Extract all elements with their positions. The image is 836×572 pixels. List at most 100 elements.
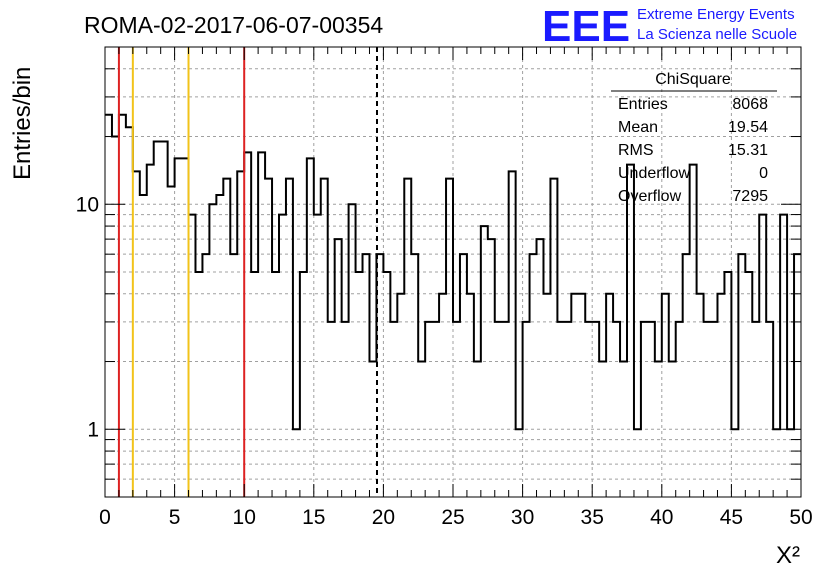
histogram-bin xyxy=(752,322,759,497)
run-title: ROMA-02-2017-06-07-00354 xyxy=(84,12,383,38)
stats-label: Mean xyxy=(618,119,658,136)
stats-value: 8068 xyxy=(732,96,768,113)
histogram-bin xyxy=(189,215,196,497)
histogram-bin xyxy=(397,294,404,497)
y-axis-title: Entries/bin xyxy=(9,67,36,180)
histogram-bin xyxy=(697,294,704,497)
histogram-bin xyxy=(530,254,537,497)
histogram-bin xyxy=(571,294,578,497)
histogram-bin xyxy=(383,272,390,497)
histogram-bin xyxy=(356,272,363,497)
stats-value: 15.31 xyxy=(728,142,768,159)
histogram-bin xyxy=(460,254,467,497)
stats-label: Underflow xyxy=(618,165,690,182)
histogram-bin xyxy=(488,239,495,497)
histogram-bin xyxy=(585,322,592,497)
histogram-bin xyxy=(662,294,669,497)
histogram-bin xyxy=(523,322,530,497)
histogram-bin xyxy=(592,322,599,497)
stats-label: Overflow xyxy=(618,188,682,205)
histogram-bin xyxy=(363,254,370,497)
histogram-bin xyxy=(230,254,237,497)
histogram-bin xyxy=(766,322,773,497)
histogram-bin xyxy=(683,254,690,497)
histogram-bin xyxy=(745,272,752,497)
histogram-bin xyxy=(564,322,571,497)
histogram-bin xyxy=(738,254,745,497)
histogram-bin xyxy=(411,254,418,497)
histogram-bin xyxy=(641,322,648,497)
histogram-bin xyxy=(154,142,161,497)
stats-value: 7295 xyxy=(732,188,768,205)
histogram-bin xyxy=(272,272,279,497)
y-tick-label: 10 xyxy=(76,193,99,216)
histogram-bin xyxy=(209,204,216,497)
stats-label: RMS xyxy=(618,142,654,159)
histogram-bin xyxy=(195,272,202,497)
histogram-bin xyxy=(432,322,439,497)
histogram-bin xyxy=(342,322,349,497)
stats-value: 19.54 xyxy=(728,119,768,136)
x-axis-title: X² xyxy=(776,542,800,569)
stats-label: Entries xyxy=(618,96,668,113)
stats-box: ChiSquare Entries 8068 Mean 19.54 RMS 15… xyxy=(611,71,777,205)
histogram-bin xyxy=(780,215,787,497)
histogram-bin xyxy=(349,204,356,497)
histogram-bin xyxy=(704,322,711,497)
histogram-bin xyxy=(175,158,182,497)
histogram-bin xyxy=(216,195,223,497)
histogram-bin xyxy=(724,272,731,497)
x-tick-label: 5 xyxy=(169,506,181,529)
reference-lines xyxy=(117,47,378,497)
x-tick-label: 15 xyxy=(302,506,325,529)
x-tick-label: 50 xyxy=(789,506,812,529)
histogram-bin xyxy=(794,254,801,497)
x-tick-label: 25 xyxy=(441,506,464,529)
histogram-bin xyxy=(140,195,147,497)
histogram-bin xyxy=(502,322,509,497)
histogram-bin xyxy=(606,294,613,497)
histogram-bin xyxy=(237,171,244,497)
x-tick-label: 30 xyxy=(511,506,534,529)
eee-logo: EEE xyxy=(542,2,630,51)
histogram-bin xyxy=(467,294,474,497)
histogram-bin xyxy=(300,272,307,497)
histogram-bin xyxy=(453,322,460,497)
histogram-bin xyxy=(578,294,585,497)
stats-title: ChiSquare xyxy=(655,71,731,88)
eee-logo-line2: La Scienza nelle Scuole xyxy=(637,26,797,43)
eee-logo-line1: Extreme Energy Events xyxy=(637,6,795,23)
histogram-bin xyxy=(676,322,683,497)
histogram-bin xyxy=(314,215,321,497)
x-tick-label: 35 xyxy=(581,506,604,529)
histogram-bin xyxy=(112,137,119,497)
x-tick-label: 45 xyxy=(720,506,743,529)
histogram-bin xyxy=(648,322,655,497)
histogram-bin xyxy=(390,322,397,497)
histogram-bin xyxy=(425,322,432,497)
histogram-bin xyxy=(182,158,189,497)
x-tick-label: 10 xyxy=(233,506,256,529)
histogram-bin xyxy=(495,322,502,497)
histogram-bin xyxy=(759,215,766,497)
histogram-bin xyxy=(557,322,564,497)
histogram-bin xyxy=(168,186,175,497)
histogram-bin xyxy=(161,142,168,497)
histogram-bin xyxy=(202,254,209,497)
stats-value: 0 xyxy=(759,165,768,182)
histogram-outline xyxy=(105,113,801,431)
histogram-bin xyxy=(133,171,140,497)
histogram-bin xyxy=(279,215,286,497)
histogram-bin xyxy=(328,322,335,497)
histogram-bin xyxy=(717,294,724,497)
histogram-bin xyxy=(335,239,342,497)
histogram xyxy=(105,113,801,497)
histogram-bin xyxy=(509,171,516,497)
histogram-bin xyxy=(251,272,258,497)
y-tick-label: 1 xyxy=(87,418,99,441)
histogram-bin xyxy=(613,322,620,497)
x-tick-label: 20 xyxy=(372,506,395,529)
histogram-bin xyxy=(439,294,446,497)
histogram-bin xyxy=(711,322,718,497)
